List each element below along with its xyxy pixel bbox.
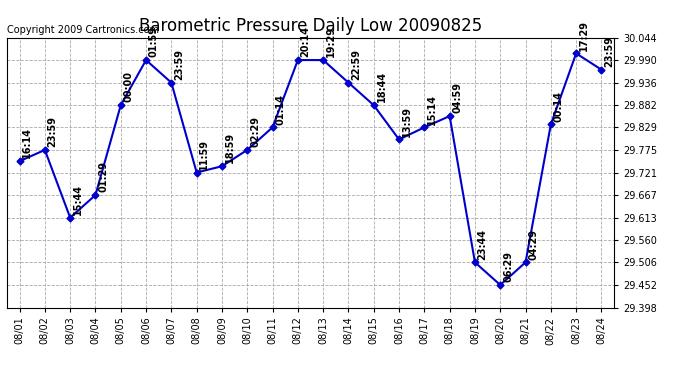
Title: Barometric Pressure Daily Low 20090825: Barometric Pressure Daily Low 20090825 <box>139 16 482 34</box>
Text: 06:29: 06:29 <box>503 251 513 282</box>
Text: 23:44: 23:44 <box>477 229 488 260</box>
Text: 01:14: 01:14 <box>275 94 286 124</box>
Text: 17:29: 17:29 <box>579 20 589 51</box>
Text: 18:44: 18:44 <box>377 71 386 102</box>
Text: 00:14: 00:14 <box>553 91 564 122</box>
Text: 23:59: 23:59 <box>604 36 614 67</box>
Text: 00:00: 00:00 <box>124 71 134 102</box>
Text: 04:29: 04:29 <box>529 229 538 260</box>
Text: 15:14: 15:14 <box>427 94 437 124</box>
Text: 11:59: 11:59 <box>199 139 210 170</box>
Text: 02:29: 02:29 <box>250 116 260 147</box>
Text: 19:29: 19:29 <box>326 26 336 57</box>
Text: 18:59: 18:59 <box>225 132 235 164</box>
Text: 22:59: 22:59 <box>351 49 362 80</box>
Text: 13:59: 13:59 <box>402 106 412 137</box>
Text: 15:44: 15:44 <box>73 184 83 215</box>
Text: 04:59: 04:59 <box>453 82 462 113</box>
Text: 23:59: 23:59 <box>174 49 184 80</box>
Text: 16:14: 16:14 <box>22 128 32 158</box>
Text: 01:29: 01:29 <box>98 161 108 192</box>
Text: 01:59: 01:59 <box>149 26 159 57</box>
Text: 20:14: 20:14 <box>301 26 310 57</box>
Text: Copyright 2009 Cartronics.com: Copyright 2009 Cartronics.com <box>7 25 159 35</box>
Text: 23:59: 23:59 <box>48 116 58 147</box>
